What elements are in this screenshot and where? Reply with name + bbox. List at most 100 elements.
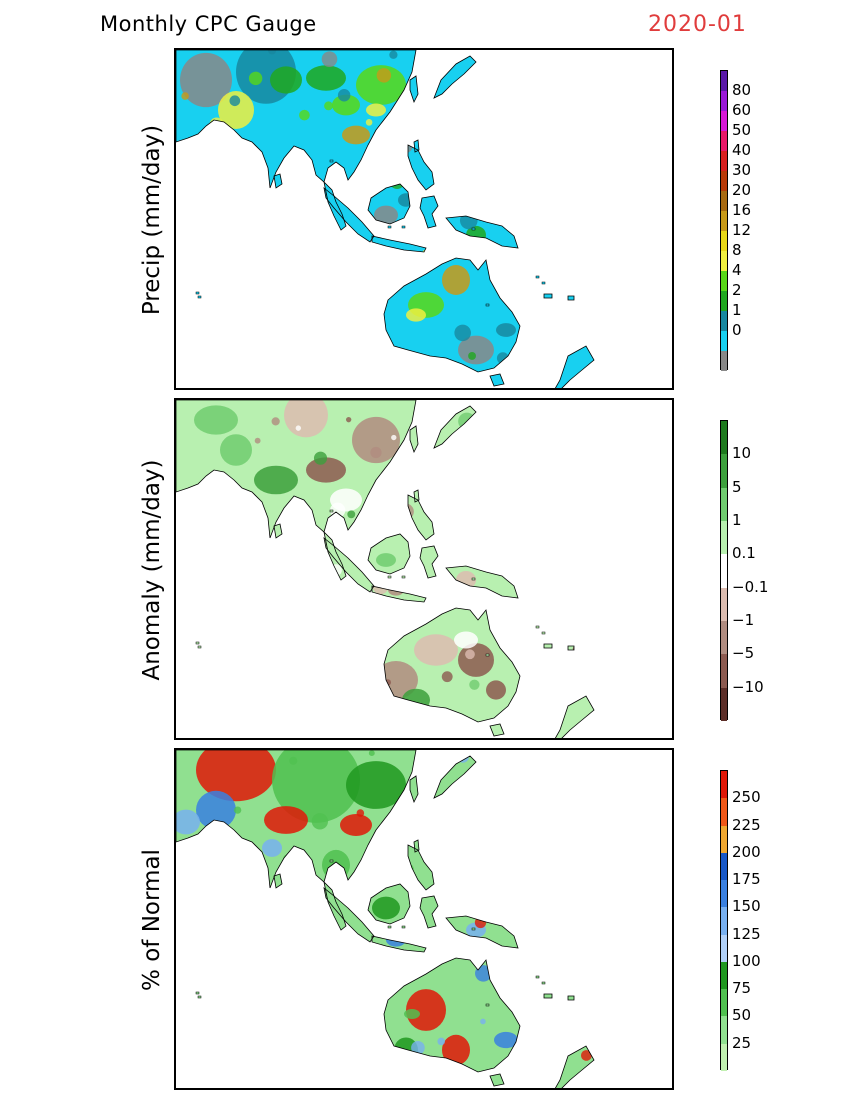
field-speck xyxy=(295,297,301,303)
field-speck xyxy=(288,928,300,941)
colorbar-precip xyxy=(720,70,728,371)
coastline xyxy=(543,293,553,299)
field-speck xyxy=(233,806,242,814)
field-speck xyxy=(229,95,241,107)
landmass-tasmania xyxy=(490,374,504,386)
colorbar-swatch xyxy=(721,907,727,935)
field-speck xyxy=(373,721,383,731)
colorbar-swatch xyxy=(721,798,727,826)
field-speck xyxy=(573,589,579,595)
colorbar-percent xyxy=(720,770,728,1071)
field-speck xyxy=(212,916,222,927)
landmass-sri-lanka xyxy=(274,874,282,888)
coastline xyxy=(554,345,595,388)
islet xyxy=(329,509,334,513)
coastline xyxy=(323,187,375,243)
field-speck xyxy=(626,1021,640,1035)
field-speck xyxy=(364,712,372,720)
panel-percent-map xyxy=(174,748,674,1090)
field-speck xyxy=(178,577,185,585)
field-speck xyxy=(330,962,348,980)
field-speck xyxy=(224,338,237,351)
coastline xyxy=(445,215,519,249)
landmass-pacific-islets-a xyxy=(544,994,552,998)
colorbar-swatch xyxy=(721,825,727,853)
field-patch xyxy=(442,265,470,295)
colorbar-tick-label: 60 xyxy=(732,101,752,119)
colorbar-swatch xyxy=(721,71,727,91)
field-speck xyxy=(191,382,201,388)
coastline xyxy=(407,844,435,891)
field-patch xyxy=(220,434,252,466)
field-speck xyxy=(395,135,413,154)
field-patch xyxy=(366,103,386,117)
field-speck xyxy=(471,75,479,83)
field-patch xyxy=(372,896,400,920)
field-speck xyxy=(544,494,558,508)
field-speck xyxy=(196,852,213,869)
colorbar-tick-label: 75 xyxy=(732,979,752,998)
field-speck xyxy=(313,1071,321,1079)
colorbar-tick-label: 1 xyxy=(732,511,742,529)
field-speck xyxy=(324,226,335,236)
field-speck xyxy=(496,120,509,133)
field-speck xyxy=(176,186,181,193)
islet xyxy=(197,645,202,649)
landmass-tasmania xyxy=(490,724,504,736)
field-speck xyxy=(508,893,518,903)
landmass-java xyxy=(372,236,426,252)
field-speck xyxy=(640,253,645,258)
field-speck xyxy=(232,551,248,567)
field-patch xyxy=(496,323,516,337)
field-patch xyxy=(406,989,446,1031)
coastline xyxy=(176,750,417,889)
colorbar-tick-label: 2 xyxy=(732,281,742,299)
panel-precip-ylabel: Precip (mm/day) xyxy=(139,124,165,316)
field-speck xyxy=(606,269,618,281)
field-speck xyxy=(423,475,437,489)
field-speck xyxy=(281,516,293,528)
field-speck xyxy=(549,519,561,532)
field-speck xyxy=(629,1053,643,1067)
coastline xyxy=(409,425,419,454)
field-speck xyxy=(523,553,540,569)
field-speck xyxy=(628,813,638,823)
field-speck xyxy=(552,916,564,928)
coastline xyxy=(419,195,439,229)
field-speck xyxy=(261,898,274,911)
landmass-sulawesi xyxy=(420,546,438,578)
colorbar-swatch xyxy=(721,271,727,291)
landmass-new-zealand xyxy=(555,696,594,738)
landmass-philippines xyxy=(408,145,434,190)
colorbar-swatch xyxy=(721,454,727,488)
coastline xyxy=(407,144,435,191)
coastline xyxy=(323,887,375,943)
landmass-sumatra xyxy=(324,538,374,592)
field-patch xyxy=(264,806,308,834)
field-speck xyxy=(459,211,478,230)
colorbar-swatch xyxy=(721,520,727,555)
field-speck xyxy=(513,181,525,193)
colorbar-tick-label: 12 xyxy=(732,221,752,239)
field-patch xyxy=(414,634,458,666)
coastline xyxy=(323,180,347,231)
coastline xyxy=(489,1073,505,1087)
field-patch xyxy=(494,1031,518,1049)
colorbar-tick-label: −10 xyxy=(732,677,764,696)
field-speck xyxy=(504,50,514,55)
field-speck xyxy=(558,570,568,580)
field-speck xyxy=(560,179,565,185)
colorbar-swatch xyxy=(721,771,727,799)
islet xyxy=(401,225,406,229)
field-speck xyxy=(429,453,439,463)
field-speck xyxy=(324,101,333,111)
field-speck xyxy=(254,437,261,444)
field-speck xyxy=(200,190,210,200)
field-speck xyxy=(579,516,587,525)
field-speck xyxy=(548,1063,559,1073)
field-speck xyxy=(319,916,332,930)
islet xyxy=(329,159,334,163)
field-speck xyxy=(513,652,527,666)
field-speck xyxy=(465,649,475,660)
field-speck xyxy=(596,207,605,216)
